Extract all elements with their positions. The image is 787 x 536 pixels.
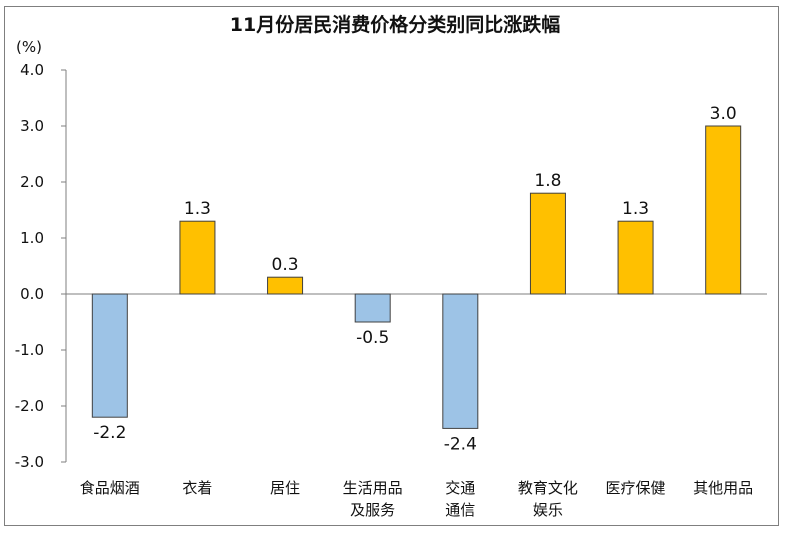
data-label: 1.3 bbox=[184, 199, 211, 219]
category-label: 医疗保健 bbox=[606, 479, 666, 497]
data-label: 1.3 bbox=[622, 199, 649, 219]
bar bbox=[91, 293, 128, 418]
bar bbox=[617, 220, 654, 295]
data-label: 3.0 bbox=[710, 104, 737, 124]
category-label: 娱乐 bbox=[533, 501, 563, 519]
bar bbox=[442, 293, 479, 429]
category-label: 食品烟酒 bbox=[80, 479, 140, 497]
data-label: -2.4 bbox=[444, 434, 477, 454]
category-label: 居住 bbox=[270, 479, 300, 497]
data-label: -2.2 bbox=[93, 423, 126, 443]
y-tick-label: 1.0 bbox=[20, 229, 44, 247]
category-label: 生活用品 bbox=[343, 479, 403, 497]
bar bbox=[705, 125, 742, 295]
chart-title: 11月份居民消费价格分类别同比涨跌幅 bbox=[230, 13, 560, 36]
data-label: -0.5 bbox=[356, 328, 389, 348]
y-tick-label: -2.0 bbox=[15, 397, 44, 415]
data-label: 0.3 bbox=[272, 255, 299, 275]
bar bbox=[354, 293, 391, 323]
y-tick-label: 4.0 bbox=[20, 61, 44, 79]
category-label: 通信 bbox=[445, 501, 475, 519]
y-tick-label: 2.0 bbox=[20, 173, 44, 191]
category-label: 其他用品 bbox=[693, 479, 753, 497]
category-label: 衣着 bbox=[182, 479, 212, 497]
data-labels: -2.2 1.3 0.3 -0.5 -2.4 1.8 1.3 3.0 bbox=[93, 104, 736, 454]
bar bbox=[267, 276, 304, 295]
bar bbox=[179, 220, 216, 295]
y-tick-label: 0.0 bbox=[20, 285, 44, 303]
bars bbox=[91, 125, 742, 429]
data-label: 1.8 bbox=[534, 171, 561, 191]
category-label: 交通 bbox=[445, 479, 475, 497]
category-label: 及服务 bbox=[350, 501, 395, 519]
y-tick-label: 3.0 bbox=[20, 117, 44, 135]
y-tick-label: -1.0 bbox=[15, 341, 44, 359]
y-axis-unit: (%) bbox=[16, 38, 42, 56]
category-label: 教育文化 bbox=[518, 479, 578, 497]
y-tick-label: -3.0 bbox=[15, 453, 44, 471]
bar bbox=[529, 192, 566, 295]
